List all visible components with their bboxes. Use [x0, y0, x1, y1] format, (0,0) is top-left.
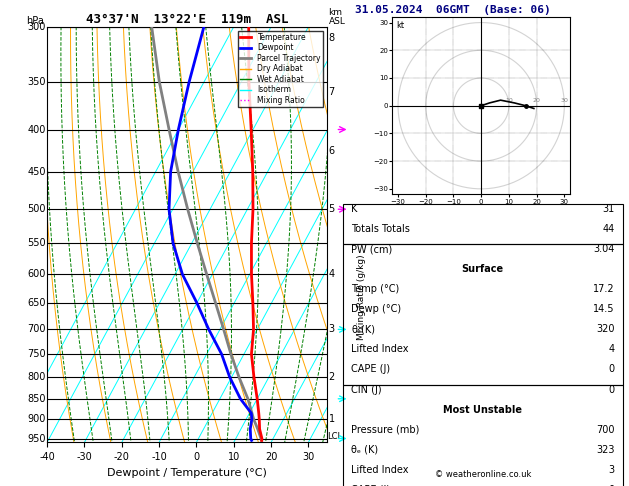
- Text: CAPE (J): CAPE (J): [351, 485, 391, 486]
- Text: CAPE (J): CAPE (J): [351, 364, 391, 375]
- Text: 0: 0: [608, 384, 615, 395]
- Text: hPa: hPa: [26, 16, 44, 26]
- Text: Temp (°C): Temp (°C): [351, 284, 399, 295]
- Bar: [343, 204, 623, 244]
- Text: 3.04: 3.04: [593, 244, 615, 254]
- Text: 900: 900: [28, 414, 46, 424]
- Text: Totals Totals: Totals Totals: [351, 224, 410, 234]
- Text: θₑ (K): θₑ (K): [351, 445, 378, 455]
- Text: 400: 400: [28, 124, 46, 135]
- Text: 600: 600: [28, 269, 46, 279]
- Legend: Temperature, Dewpoint, Parcel Trajectory, Dry Adiabat, Wet Adiabat, Isotherm, Mi: Temperature, Dewpoint, Parcel Trajectory…: [238, 31, 323, 107]
- Text: Pressure (mb): Pressure (mb): [351, 425, 420, 434]
- Bar: [343, 384, 623, 486]
- Title: 43°37'N  13°22'E  119m  ASL: 43°37'N 13°22'E 119m ASL: [86, 13, 288, 26]
- Text: 30: 30: [560, 98, 568, 103]
- Text: 5: 5: [328, 204, 335, 214]
- Text: 650: 650: [27, 298, 46, 308]
- Text: 300: 300: [28, 22, 46, 32]
- Text: 17.2: 17.2: [593, 284, 615, 295]
- Text: 3: 3: [328, 325, 335, 334]
- Text: Surface: Surface: [462, 264, 504, 274]
- Text: 4: 4: [608, 345, 615, 354]
- Text: km
ASL: km ASL: [328, 8, 345, 26]
- Text: PW (cm): PW (cm): [351, 244, 392, 254]
- Text: 323: 323: [596, 445, 615, 455]
- Text: 950: 950: [27, 434, 46, 444]
- Text: Lifted Index: Lifted Index: [351, 345, 409, 354]
- Text: 0: 0: [608, 364, 615, 375]
- Text: 1: 1: [328, 414, 335, 424]
- Text: Most Unstable: Most Unstable: [443, 404, 522, 415]
- Text: 350: 350: [27, 77, 46, 87]
- Text: 700: 700: [596, 425, 615, 434]
- Text: 8: 8: [328, 34, 335, 43]
- Text: 20: 20: [533, 98, 540, 103]
- Text: 44: 44: [602, 224, 615, 234]
- Text: 10: 10: [505, 98, 513, 103]
- Text: 4: 4: [328, 269, 335, 279]
- Text: 7: 7: [328, 87, 335, 97]
- Text: kt: kt: [396, 20, 404, 30]
- Text: Dewp (°C): Dewp (°C): [351, 304, 401, 314]
- Text: 6: 6: [328, 146, 335, 156]
- Text: 800: 800: [28, 372, 46, 382]
- Text: 500: 500: [27, 204, 46, 214]
- Text: 0: 0: [608, 485, 615, 486]
- Bar: [343, 244, 623, 384]
- X-axis label: Dewpoint / Temperature (°C): Dewpoint / Temperature (°C): [107, 468, 267, 478]
- Text: 750: 750: [27, 349, 46, 359]
- Text: 850: 850: [27, 394, 46, 404]
- Text: 2: 2: [328, 372, 335, 382]
- Text: LCL: LCL: [327, 432, 342, 441]
- Text: 700: 700: [27, 325, 46, 334]
- Text: 14.5: 14.5: [593, 304, 615, 314]
- Text: 450: 450: [27, 167, 46, 176]
- Text: Mixing Ratio (g/kg): Mixing Ratio (g/kg): [357, 254, 366, 340]
- Text: 31: 31: [602, 204, 615, 214]
- Text: 31.05.2024  06GMT  (Base: 06): 31.05.2024 06GMT (Base: 06): [355, 4, 551, 15]
- Text: 550: 550: [27, 238, 46, 248]
- Text: θₑ(K): θₑ(K): [351, 324, 376, 334]
- Text: Lifted Index: Lifted Index: [351, 465, 409, 475]
- Text: © weatheronline.co.uk: © weatheronline.co.uk: [435, 469, 531, 479]
- Text: K: K: [351, 204, 357, 214]
- Text: 320: 320: [596, 324, 615, 334]
- Text: CIN (J): CIN (J): [351, 384, 382, 395]
- Text: 3: 3: [608, 465, 615, 475]
